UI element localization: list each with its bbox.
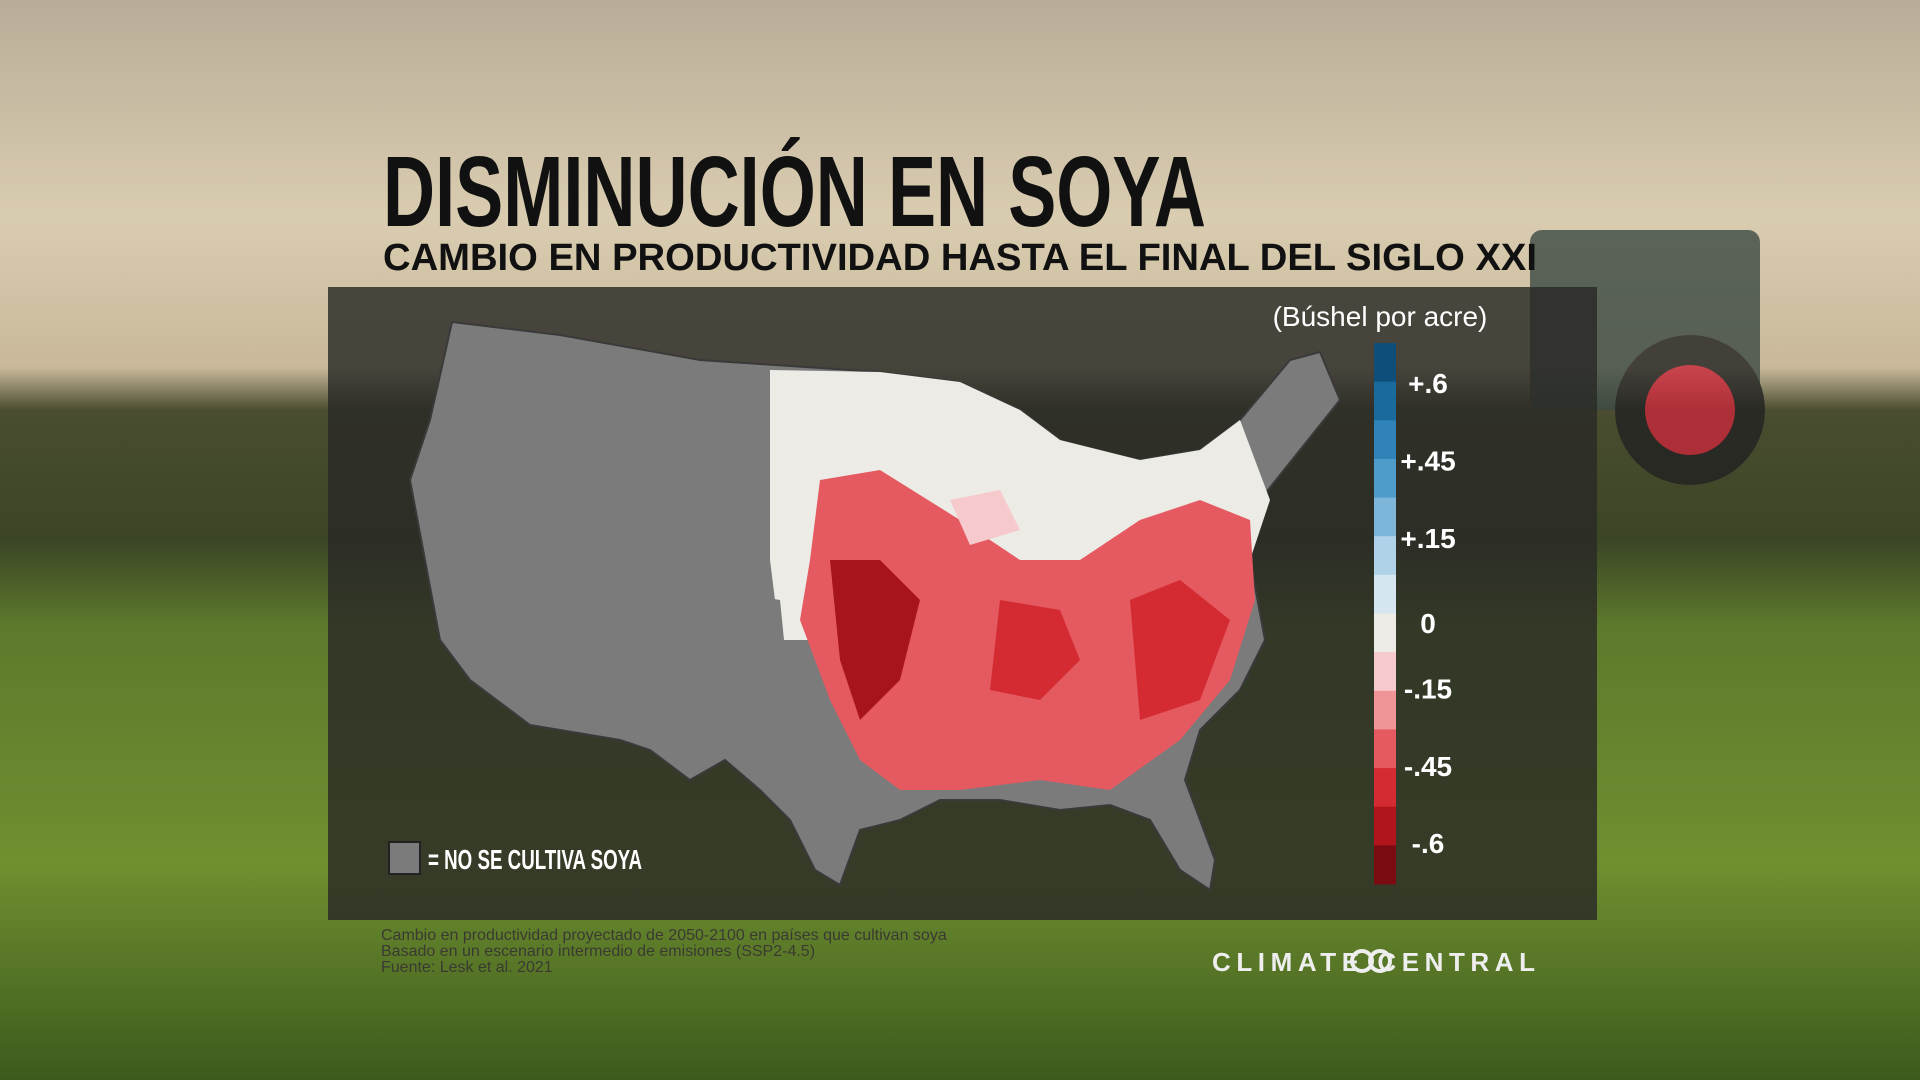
subtitle: CAMBIO EN PRODUCTIVIDAD HASTA EL FINAL D… bbox=[383, 237, 1537, 279]
colorbar-tick-label: 0 bbox=[1420, 608, 1436, 639]
colorbar-tick-label: +.6 bbox=[1408, 368, 1448, 399]
title: DISMINUCIÓN EN SOYA bbox=[383, 136, 1206, 248]
colorbar-bin bbox=[1374, 729, 1396, 769]
colorbar-bin bbox=[1374, 458, 1396, 499]
colorbar-tick-label: -.45 bbox=[1404, 751, 1452, 782]
colorbar-bin bbox=[1374, 613, 1396, 653]
colorbar-bin bbox=[1374, 381, 1396, 421]
colorbar-bin bbox=[1374, 845, 1396, 885]
no-crop-label: = NO SE CULTIVA SOYA bbox=[428, 844, 642, 875]
colorbar bbox=[1374, 343, 1396, 885]
colorbar-tick-label: -.6 bbox=[1412, 828, 1445, 859]
colorbar-bin bbox=[1374, 652, 1396, 692]
us-map bbox=[408, 320, 1342, 892]
colorbar-ticks: +.6 +.45 +.15 0 -.15 -.45 -.6 bbox=[1400, 368, 1455, 859]
colorbar-bin bbox=[1374, 574, 1396, 614]
colorbar-tick-label: -.15 bbox=[1404, 674, 1452, 705]
colorbar-tick-label: +.45 bbox=[1400, 446, 1455, 477]
colorbar-bin bbox=[1374, 343, 1396, 383]
colorbar-bin bbox=[1374, 806, 1396, 846]
colorbar-bin bbox=[1374, 497, 1396, 537]
brand-text: CLIMATE CENTRAL bbox=[1212, 947, 1538, 977]
colorbar-bin bbox=[1374, 420, 1396, 460]
brand: CLIMATE CENTRAL bbox=[1212, 947, 1538, 977]
colorbar-bin bbox=[1374, 768, 1396, 808]
no-crop-swatch bbox=[388, 841, 421, 875]
note: Cambio en productividad proyectado de 20… bbox=[381, 927, 947, 944]
colorbar-tick-label: +.15 bbox=[1400, 523, 1455, 554]
colorbar-bin bbox=[1374, 690, 1396, 730]
legend-unit: (Búshel por acre) bbox=[1273, 301, 1488, 332]
colorbar-bin bbox=[1374, 536, 1396, 576]
note: Basado en un escenario intermedio de emi… bbox=[381, 943, 815, 960]
note: Fuente: Lesk et al. 2021 bbox=[381, 959, 553, 976]
